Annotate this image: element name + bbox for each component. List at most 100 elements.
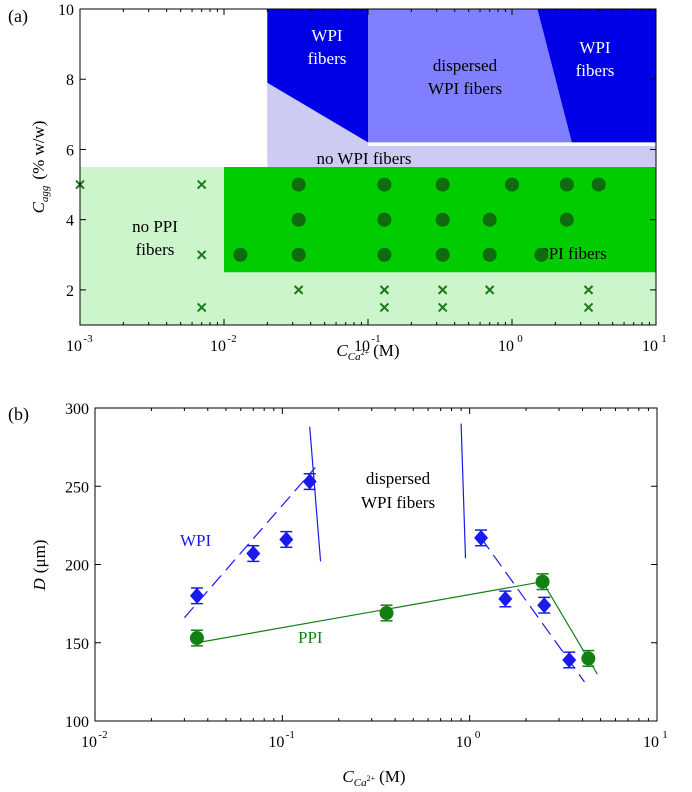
ppi-fiber-point	[435, 212, 450, 227]
ppi-fiber-point	[505, 177, 519, 192]
ppi-fiber-point	[435, 177, 450, 192]
x-tick-label: 10	[268, 734, 284, 751]
region-wpi-fibers-left	[267, 9, 368, 143]
x-axis-label-sub: Ca	[348, 351, 361, 363]
wpi-point	[246, 545, 261, 562]
x-tick-exponent: -1	[286, 729, 295, 741]
panel-b-points	[189, 472, 596, 669]
x-tick-exponent: 0	[475, 729, 481, 741]
no-fiber-point	[583, 302, 594, 313]
ppi-point	[535, 574, 550, 589]
ppi-fiber-point	[291, 247, 306, 262]
wpi-point	[474, 529, 489, 546]
x-axis-label-sub: Ca	[354, 777, 367, 789]
no-fiber-point	[379, 302, 390, 313]
ppi-fiber-point	[291, 212, 306, 227]
no-fiber-point	[583, 285, 594, 295]
ppi-fiber-point	[534, 247, 549, 262]
label-no-ppi-fibers-line-1: fibers	[136, 240, 175, 259]
no-fiber-point	[196, 302, 207, 313]
wpi-point	[562, 651, 577, 668]
annotation-dispersed-wpi-line-1: WPI fibers	[361, 493, 435, 512]
x-axis-label-sup: 2+	[367, 774, 376, 783]
region-no-wpi-fibers	[267, 82, 656, 167]
no-fiber-point	[196, 179, 207, 190]
x-tick-exponent: -1	[371, 333, 380, 345]
x-tick-label: 10	[210, 338, 226, 355]
x-axis-label-unit: (M)	[379, 767, 405, 786]
y-axis-label-main: C	[29, 201, 48, 213]
ppi-fiber-point	[377, 247, 392, 262]
ppi-series-label: PPI	[298, 628, 323, 647]
x-tick-exponent: 1	[661, 333, 667, 345]
label-wpi-fibers-right-line-1: fibers	[576, 61, 615, 80]
wpi-boundary-line	[309, 426, 322, 562]
ppi-fiber-point	[591, 177, 606, 192]
y-tick-label: 300	[65, 401, 89, 418]
ppi-fiber-point	[233, 247, 248, 262]
y-axis-label: D (μm)	[30, 540, 49, 592]
x-axis-label-main: C	[336, 341, 348, 360]
ppi-fiber-point	[291, 177, 306, 192]
x-tick-label: 10	[642, 338, 658, 355]
x-tick-label: 10	[498, 338, 514, 355]
y-tick-label: 4	[66, 213, 74, 230]
ppi-point	[581, 651, 596, 666]
x-tick-exponent: 1	[662, 729, 668, 741]
y-tick-label: 10	[58, 2, 74, 19]
label-wpi-fibers-left-line-0: WPI	[311, 26, 343, 45]
x-tick-label: 10	[81, 734, 97, 751]
y-tick-label: 150	[65, 636, 89, 653]
wpi-point	[537, 597, 552, 614]
y-axis-label-unit: (μm)	[30, 540, 49, 574]
y-axis-label-sub: agg	[39, 185, 51, 202]
label-ppi-fibers-line-0: PPI fibers	[539, 244, 607, 263]
panel-b-frame	[94, 407, 658, 722]
x-axis-label: CCa2+ (M)	[336, 341, 399, 363]
label-dispersed-wpi-fibers-line-0: dispersed	[433, 56, 498, 75]
x-tick-label: 10	[456, 734, 472, 751]
wpi-point	[302, 473, 317, 490]
x-tick-exponent: -3	[83, 333, 93, 345]
panel-a-points	[75, 177, 606, 313]
ppi-fit-line	[196, 581, 543, 644]
ppi-fiber-point	[377, 177, 392, 192]
label-dispersed-wpi-fibers-line-1: WPI fibers	[428, 79, 502, 98]
label-no-wpi-fibers-line-0: no WPI fibers	[316, 149, 411, 168]
wpi-boundary-line	[460, 423, 467, 559]
y-tick-label: 2	[66, 283, 74, 300]
y-axis-label: Cagg (% w/w)	[29, 121, 51, 214]
wpi-point	[498, 590, 513, 607]
ppi-point	[189, 631, 204, 646]
region-dispersed-wpi-fibers	[368, 9, 572, 143]
y-tick-label: 6	[66, 142, 74, 159]
y-axis-label-main: D	[30, 577, 49, 591]
label-no-ppi-fibers-line-0: no PPI	[132, 217, 178, 236]
ppi-point	[379, 606, 394, 621]
y-tick-label: 100	[65, 714, 89, 731]
label-wpi-fibers-left-line-1: fibers	[308, 49, 347, 68]
y-tick-label: 8	[66, 72, 74, 89]
wpi-point	[279, 531, 294, 548]
region-no-wpi-fibers-upper	[267, 82, 368, 146]
ppi-fiber-point	[482, 247, 497, 262]
panel-a-regions	[80, 9, 656, 325]
no-fiber-point	[293, 285, 304, 295]
no-fiber-point	[437, 302, 448, 313]
label-wpi-fibers-right-line-0: WPI	[579, 38, 611, 57]
panel-a-label: (a)	[8, 6, 28, 27]
wpi-series-label: WPI	[180, 531, 212, 550]
x-tick-label: 10	[354, 338, 370, 355]
panel-b-label: (b)	[8, 404, 29, 425]
y-axis-label-unit: (% w/w)	[29, 121, 48, 180]
x-tick-exponent: -2	[227, 333, 236, 345]
x-tick-label: 10	[66, 338, 82, 355]
y-tick-label: 250	[65, 479, 89, 496]
panel-b-fit-lines	[183, 423, 598, 683]
x-axis-label-sup: 2+	[361, 348, 370, 357]
no-fiber-point	[379, 285, 390, 295]
x-tick-exponent: -2	[98, 729, 107, 741]
no-fiber-point	[484, 285, 495, 295]
